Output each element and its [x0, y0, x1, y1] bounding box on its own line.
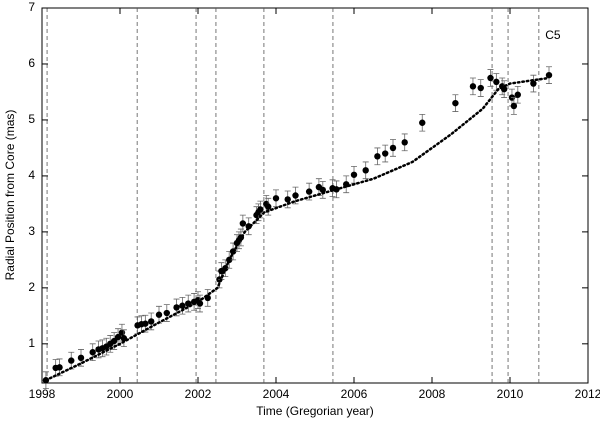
data-point [319, 186, 326, 194]
x-tick-label: 2012 [575, 387, 600, 401]
data-point [272, 195, 280, 202]
data-point [68, 357, 75, 364]
data-point [510, 102, 518, 110]
data-point [114, 333, 122, 341]
data-point [163, 309, 170, 317]
x-tick-label: 2000 [107, 387, 134, 401]
data-point [514, 91, 521, 98]
annotation: C5 [545, 28, 561, 42]
x-tick-label: 2006 [341, 387, 368, 401]
data-point [469, 83, 477, 90]
data-point [284, 196, 291, 203]
y-tick-label: 1 [28, 336, 35, 350]
y-tick-label: 3 [28, 224, 35, 238]
y-tick-label: 4 [28, 168, 35, 182]
y-tick-label: 5 [28, 112, 35, 126]
y-tick-label: 7 [28, 0, 35, 14]
model-curve [44, 76, 551, 382]
data-point [179, 302, 186, 309]
data-point [142, 320, 149, 327]
y-axis-title: Radial Position from Core (mas) [3, 110, 17, 281]
x-tick-label: 2004 [263, 387, 290, 401]
x-tick-label: 2008 [419, 387, 446, 401]
plot-frame [41, 7, 589, 384]
data-point [419, 119, 426, 126]
data-point [155, 311, 163, 318]
data-point [452, 99, 459, 107]
data-point [292, 192, 299, 199]
data-point [257, 206, 264, 213]
data-point [493, 78, 500, 86]
data-point [239, 220, 247, 227]
data-point [545, 71, 553, 79]
data-point [487, 74, 494, 82]
data-point [265, 203, 272, 210]
data-point [382, 150, 389, 157]
data-point [362, 167, 369, 174]
y-tick-label: 2 [28, 280, 35, 294]
data-point [374, 153, 381, 160]
data-point [401, 139, 408, 146]
data-point [89, 349, 96, 356]
x-tick-label: 2002 [185, 387, 212, 401]
data-point [350, 171, 358, 178]
data-point [305, 188, 313, 195]
data-point [477, 84, 484, 92]
x-axis-title: Time (Gregorian year) [256, 404, 374, 418]
x-tick-label: 1998 [29, 387, 56, 401]
x-tick-label: 2010 [497, 387, 524, 401]
data-point [110, 337, 118, 345]
data-point [148, 318, 155, 325]
data-point [530, 80, 537, 87]
y-tick-label: 6 [28, 56, 35, 70]
data-point [56, 364, 63, 371]
data-point [173, 304, 180, 311]
data-point [389, 144, 397, 152]
data-point [77, 354, 85, 362]
